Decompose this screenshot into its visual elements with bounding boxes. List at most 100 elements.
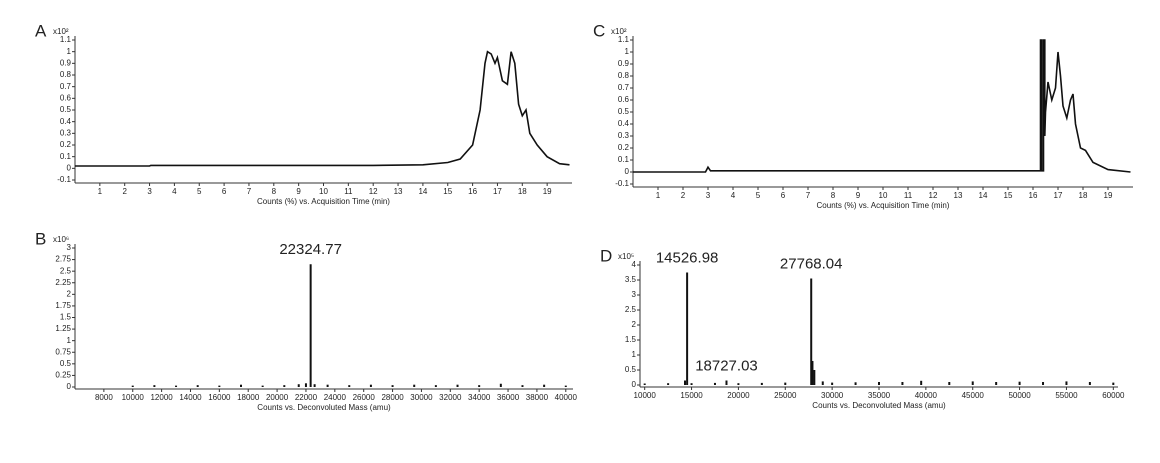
y-tick-label: 3 (632, 290, 637, 299)
x-tick-label: 17 (493, 187, 502, 196)
x-tick-label: 19 (1104, 191, 1113, 200)
y-tick-label: 0.2 (618, 143, 630, 152)
y-tick-label: 0.8 (618, 71, 630, 80)
x-tick-label: 11 (344, 187, 353, 196)
y-tick-label: 0.1 (60, 152, 72, 161)
x-tick-label: 4 (731, 191, 736, 200)
peak-label: 27768.04 (780, 255, 843, 272)
y-multiplier: x10⁵ (618, 252, 634, 261)
peak-label: 22324.77 (279, 241, 342, 258)
y-tick-label: 0 (67, 163, 72, 172)
x-tick-label: 9 (856, 191, 861, 200)
x-tick-label: 15 (443, 187, 452, 196)
x-tick-label: 14 (979, 191, 988, 200)
x-tick-label: 38000 (526, 393, 549, 402)
x-tick-label: 2 (681, 191, 686, 200)
y-tick-label: 1 (625, 47, 630, 56)
x-tick-label: 13 (954, 191, 963, 200)
x-tick-label: 11 (904, 191, 913, 200)
y-tick-label: 0.9 (618, 59, 630, 68)
y-multiplier: x10² (53, 27, 69, 36)
y-tick-label: 0 (632, 380, 637, 389)
y-tick-label: 0.3 (60, 128, 72, 137)
y-tick-label: 0 (625, 167, 630, 176)
peak-label: 18727.03 (695, 357, 758, 374)
y-tick-label: -0.1 (615, 179, 629, 188)
x-tick-label: 24000 (324, 393, 347, 402)
trace (75, 50, 570, 167)
x-tick-label: 12 (369, 187, 378, 196)
y-tick-label: 0.5 (625, 365, 637, 374)
y-tick-label: -0.1 (57, 175, 71, 184)
y-tick-label: 2.5 (625, 305, 637, 314)
y-tick-label: 2.5 (60, 266, 72, 275)
y-tick-label: 3.5 (625, 275, 637, 284)
x-tick-label: 14 (418, 187, 427, 196)
x-tick-label: 8 (831, 191, 836, 200)
y-tick-label: 0.6 (618, 95, 630, 104)
x-axis-title: Counts (%) vs. Acquisition Time (min) (817, 201, 950, 210)
x-tick-label: 18000 (237, 393, 260, 402)
x-tick-label: 19 (543, 187, 552, 196)
y-tick-label: 0.4 (60, 117, 72, 126)
x-tick-label: 55000 (1055, 391, 1078, 400)
y-tick-label: 0.75 (55, 347, 71, 356)
y-tick-label: 0.6 (60, 93, 72, 102)
x-tick-label: 40000 (915, 391, 938, 400)
x-tick-label: 18 (1079, 191, 1088, 200)
x-tick-label: 4 (172, 187, 177, 196)
x-tick-label: 3 (147, 187, 152, 196)
x-tick-label: 10 (879, 191, 888, 200)
y-tick-label: 2 (67, 289, 72, 298)
y-tick-label: 0.5 (618, 107, 630, 116)
x-tick-label: 30000 (410, 393, 433, 402)
x-tick-label: 13 (394, 187, 403, 196)
y-tick-label: 0.2 (60, 140, 72, 149)
x-tick-label: 10000 (122, 393, 145, 402)
x-tick-label: 15 (1004, 191, 1013, 200)
x-axis-title: Counts vs. Deconvoluted Mass (amu) (257, 403, 391, 412)
x-tick-label: 17 (1054, 191, 1063, 200)
x-tick-label: 1 (656, 191, 661, 200)
x-tick-label: 20000 (727, 391, 750, 400)
y-tick-label: 0.25 (55, 371, 71, 380)
x-tick-label: 28000 (381, 393, 404, 402)
x-axis-title: Counts (%) vs. Acquisition Time (min) (257, 197, 390, 206)
y-tick-label: 4 (632, 260, 637, 269)
x-tick-label: 10 (319, 187, 328, 196)
y-tick-label: 2 (632, 320, 637, 329)
y-tick-label: 2.25 (55, 278, 71, 287)
y-tick-label: 1.5 (625, 335, 637, 344)
x-tick-label: 32000 (439, 393, 462, 402)
x-tick-label: 60000 (1102, 391, 1125, 400)
y-tick-label: 2.75 (55, 255, 71, 264)
x-tick-label: 40000 (555, 393, 578, 402)
y-tick-label: 0.4 (618, 119, 630, 128)
panel-label: C (593, 21, 605, 40)
y-tick-label: 1.75 (55, 301, 71, 310)
panel-label: D (600, 246, 612, 265)
y-tick-label: 0.9 (60, 58, 72, 67)
x-tick-label: 16000 (208, 393, 231, 402)
x-axis-title: Counts vs. Deconvoluted Mass (amu) (812, 401, 946, 410)
x-tick-label: 3 (706, 191, 711, 200)
x-tick-label: 14000 (179, 393, 202, 402)
x-tick-label: 34000 (468, 393, 491, 402)
y-tick-label: 1.5 (60, 313, 72, 322)
x-tick-label: 50000 (1008, 391, 1031, 400)
y-tick-label: 1.1 (60, 35, 72, 44)
x-tick-label: 6 (781, 191, 786, 200)
y-multiplier: x10² (611, 27, 627, 36)
y-multiplier: x10⁶ (53, 235, 69, 244)
x-tick-label: 45000 (962, 391, 985, 400)
y-tick-label: 1 (67, 336, 72, 345)
x-tick-label: 8000 (95, 393, 113, 402)
x-tick-label: 22000 (295, 393, 318, 402)
y-tick-label: 1 (67, 47, 72, 56)
panel-label: A (35, 21, 47, 40)
x-tick-label: 7 (247, 187, 252, 196)
x-tick-label: 9 (296, 187, 301, 196)
peak-label: 14526.98 (656, 249, 719, 266)
x-tick-label: 36000 (497, 393, 520, 402)
y-tick-label: 0.3 (618, 131, 630, 140)
